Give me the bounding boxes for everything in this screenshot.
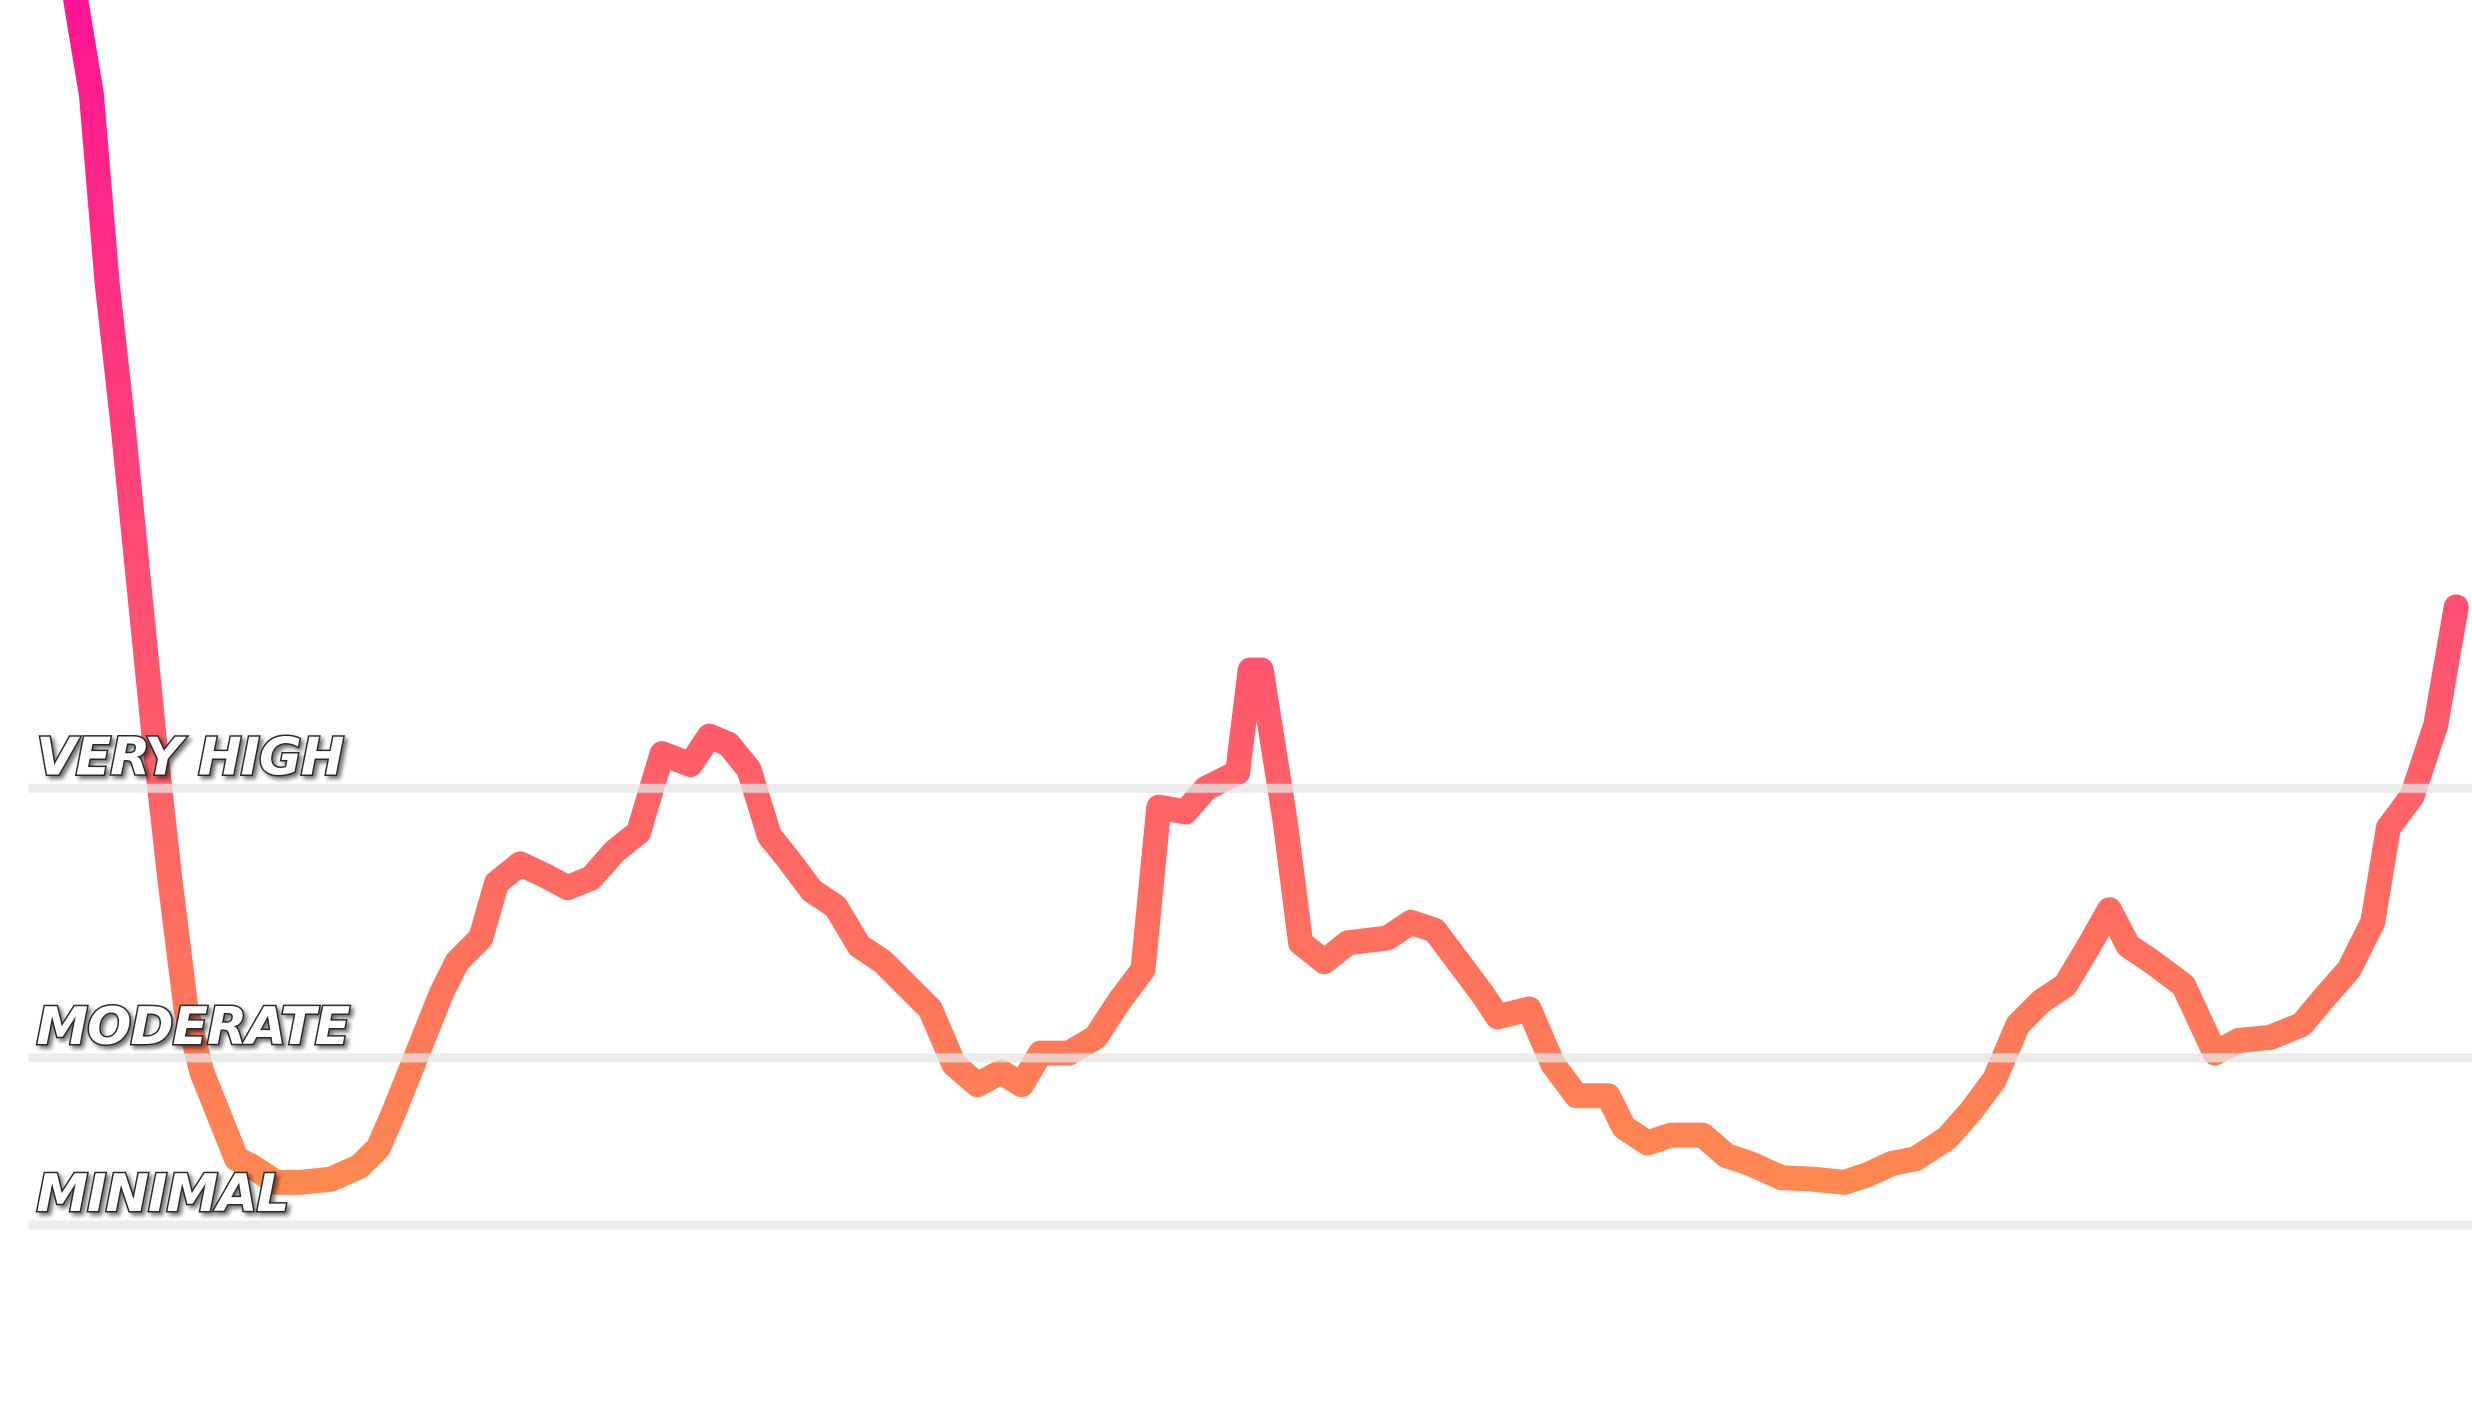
reference-label: MINIMAL (36, 1164, 288, 1224)
reference-label: MODERATE (36, 997, 349, 1057)
data-line (63, 0, 2469, 1195)
reference-label: VERY HIGH (36, 727, 343, 787)
